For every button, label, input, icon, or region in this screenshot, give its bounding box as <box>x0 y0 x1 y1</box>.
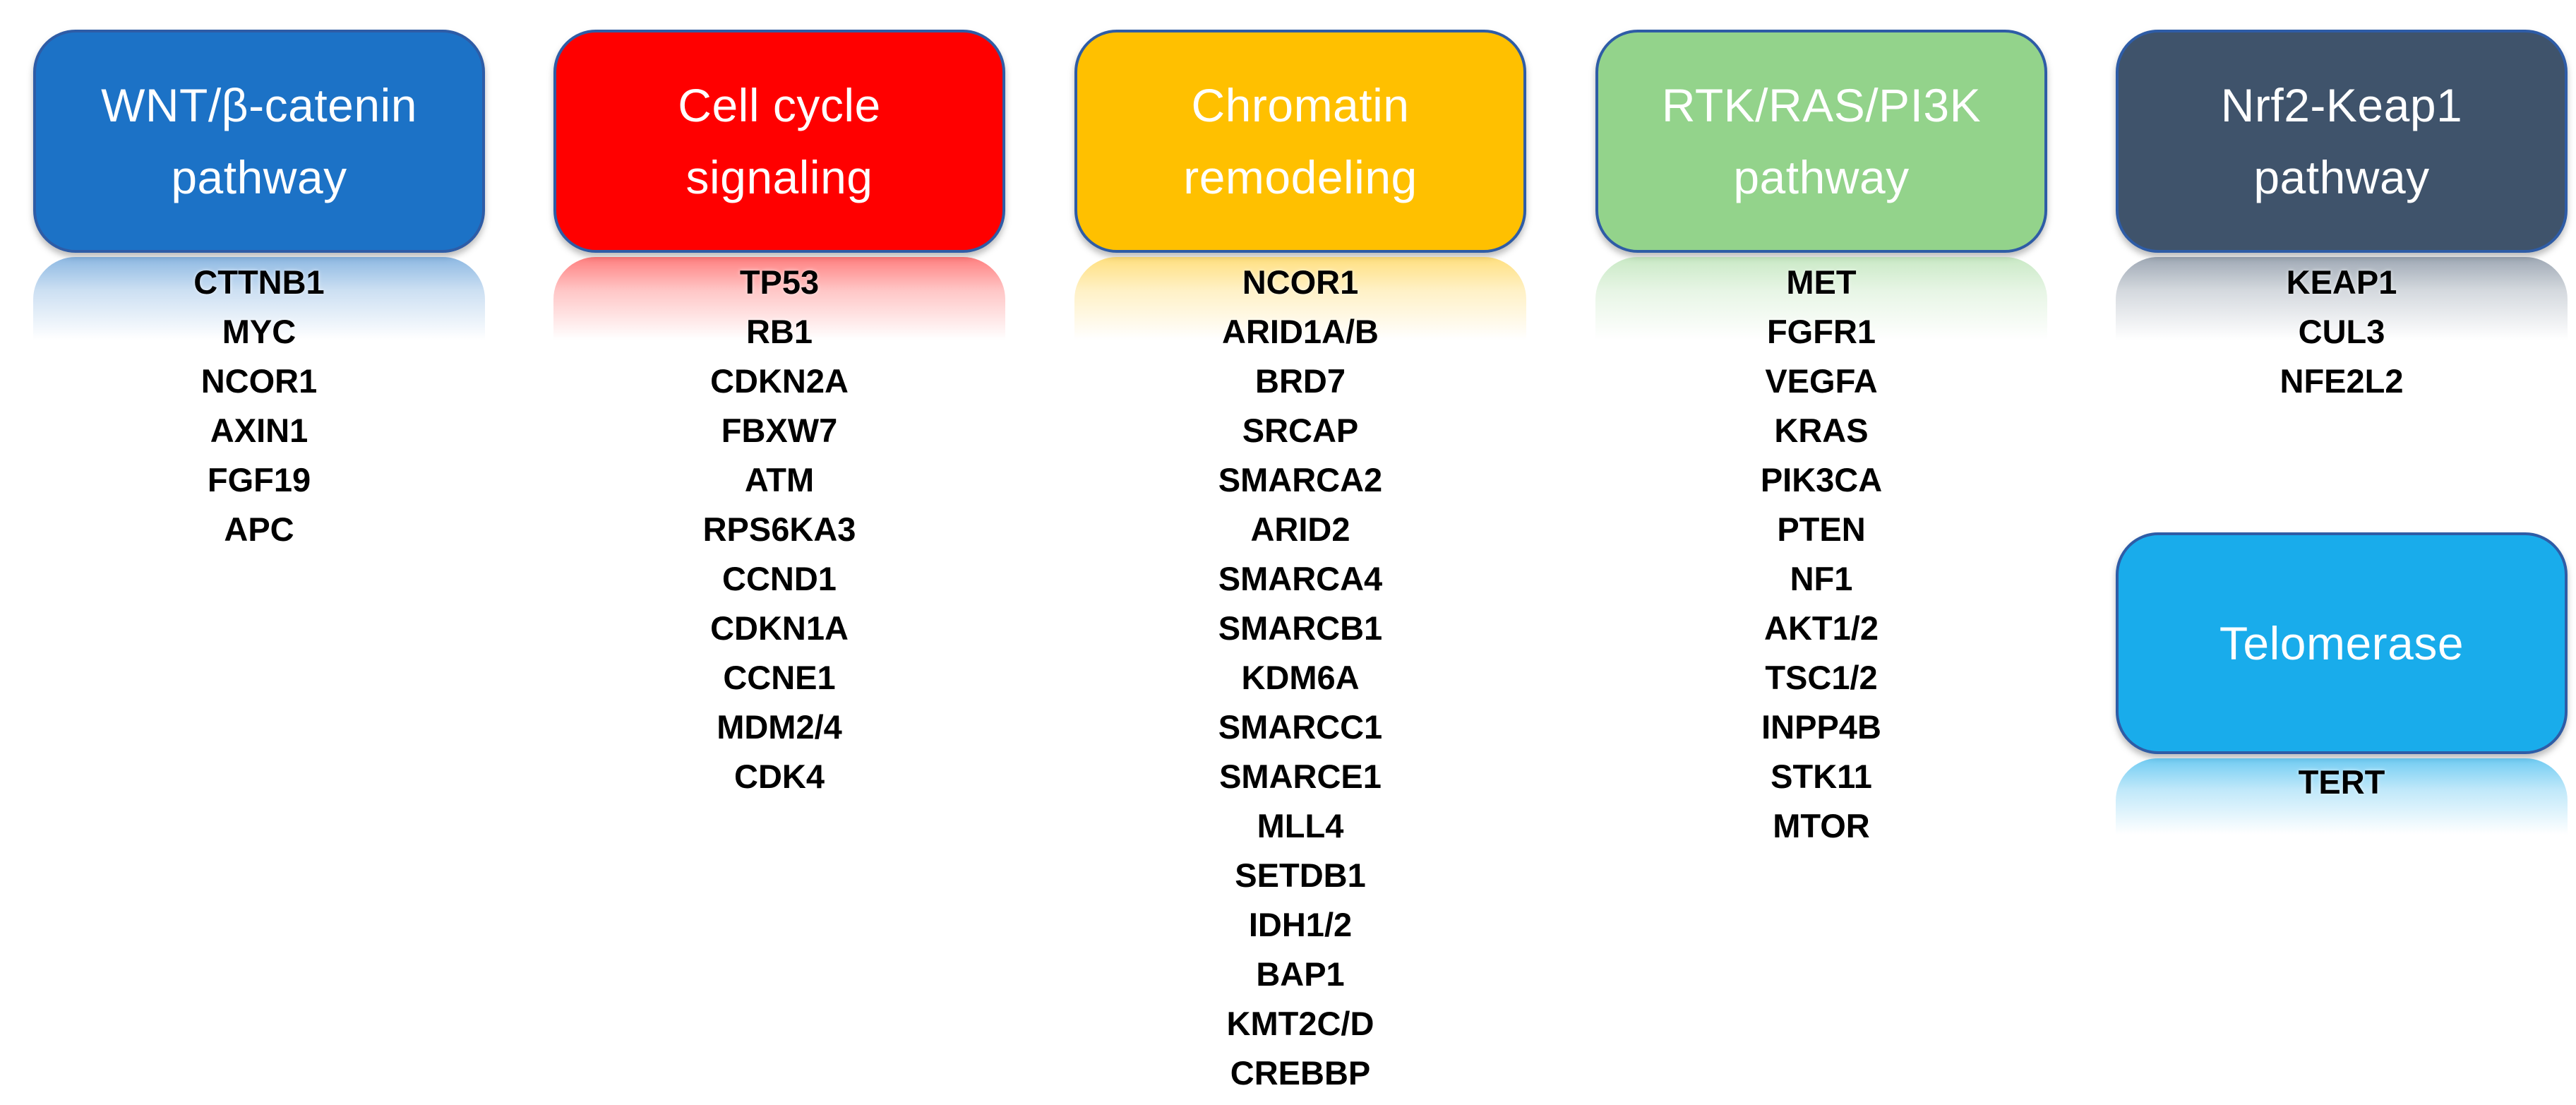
gene-label: KMT2C/D <box>1226 1005 1374 1042</box>
pathway-5-box: Nrf2-Keap1 pathway <box>2116 30 2568 253</box>
gene-label: CREBBP <box>1230 1054 1371 1092</box>
gene-label: CCND1 <box>722 560 837 597</box>
gene-label: APC <box>224 510 294 548</box>
pathway-5-title: Nrf2-Keap1 pathway <box>2221 69 2463 213</box>
pathway-3-gene-list: NCOR1 ARID1A/B BRD7 SRCAP SMARCA2 ARID2 SMARCA… <box>1074 258 1526 1098</box>
gene-label: MYC <box>222 313 296 350</box>
pathway-1-box: WNT/β-catenin pathway <box>33 30 485 253</box>
gene-label: SMARCE1 <box>1219 758 1382 795</box>
gene-label: SMARCC1 <box>1218 708 1383 746</box>
pathway-1-title-line: pathway <box>171 151 347 203</box>
gene-label: AKT1/2 <box>1764 609 1879 647</box>
gene-label: NCOR1 <box>1242 263 1359 301</box>
gene-label: CDK4 <box>734 758 825 795</box>
gene-label: NF1 <box>1790 560 1853 597</box>
gene-label: ATM <box>744 461 815 498</box>
gene-label: SMARCA2 <box>1218 461 1383 498</box>
gene-label: BRD7 <box>1255 362 1346 400</box>
gene-label: CTTNB1 <box>193 263 325 301</box>
gene-label: FBXW7 <box>721 412 838 449</box>
pathway-5-gene-list: KEAP1 CUL3 NFE2L2 <box>2116 258 2568 406</box>
pathway-5-title-line: Nrf2-Keap1 <box>2220 79 2463 131</box>
gene-label: BAP1 <box>1256 955 1345 993</box>
pathway-column-2: Cell cycle signaling TP53 RB1 CDKN2A FBXW7 ATM… <box>553 30 1005 1105</box>
gene-label: CCNE1 <box>723 659 836 696</box>
pathway-5-sub-gene-list: TERT <box>2116 758 2568 807</box>
pathway-2-title: Cell cycle signaling <box>678 69 880 213</box>
gene-label: TERT <box>2298 763 2385 801</box>
pathway-2-title-line: Cell cycle <box>678 79 881 131</box>
gene-label: CDKN1A <box>710 609 849 647</box>
gene-label: INPP4B <box>1761 708 1881 746</box>
pathway-column-3: Chromatin remodeling NCOR1 ARID1A/B BRD7 SRCA… <box>1074 30 1526 1105</box>
gene-label: PTEN <box>1777 510 1866 548</box>
gene-label: MET <box>1786 263 1857 301</box>
pathway-3-title-line: remodeling <box>1183 151 1418 203</box>
gene-label: MTOR <box>1773 807 1870 844</box>
gene-label: MLL4 <box>1257 807 1344 844</box>
gene-label: NFE2L2 <box>2280 362 2404 400</box>
gene-label: AXIN1 <box>210 412 308 449</box>
pathway-4-title: RTK/RAS/PI3K pathway <box>1662 69 1981 213</box>
gene-label: FGF19 <box>207 461 311 498</box>
gene-label: CDKN2A <box>710 362 849 400</box>
pathway-5-sub-title-line: Telomerase <box>2219 617 2464 669</box>
pathway-column-1: WNT/β-catenin pathway CTTNB1 MYC NCOR1 AXIN1 F… <box>33 30 485 1105</box>
pathway-4-gene-list: MET FGFR1 VEGFA KRAS PIK3CA PTEN NF1 AKT1/2 TSC1… <box>1595 258 2047 851</box>
pathway-4-title-line: pathway <box>1733 151 1910 203</box>
gene-label: NCOR1 <box>200 362 318 400</box>
pathway-5-title-line: pathway <box>2253 151 2430 203</box>
gene-label: ARID1A/B <box>1222 313 1379 350</box>
pathway-4-title-line: RTK/RAS/PI3K <box>1661 79 1982 131</box>
gene-label: CUL3 <box>2298 313 2385 350</box>
gene-label: KRAS <box>1774 412 1869 449</box>
pathway-2-gene-list: TP53 RB1 CDKN2A FBXW7 ATM RPS6KA3 CCND1 CDKN1A C… <box>553 258 1005 801</box>
pathway-1-gene-list: CTTNB1 MYC NCOR1 AXIN1 FGF19 APC <box>33 258 485 554</box>
gene-label: PIK3CA <box>1760 461 1883 498</box>
pathway-2-title-line: signaling <box>685 151 873 203</box>
gene-label: TP53 <box>739 263 820 301</box>
pathway-5-sub-title: Telomerase <box>2219 607 2464 679</box>
gene-label: SMARCB1 <box>1218 609 1383 647</box>
pathway-3-title-line: Chromatin <box>1191 79 1410 131</box>
pathway-1-title: WNT/β-catenin pathway <box>101 69 417 213</box>
gene-label: RPS6KA3 <box>702 510 856 548</box>
gene-label: KEAP1 <box>2286 263 2397 301</box>
pathway-3-box: Chromatin remodeling <box>1074 30 1526 253</box>
pathway-column-5: Nrf2-Keap1 pathway KEAP1 CUL3 NFE2L2 Telomera… <box>2116 30 2568 1105</box>
gene-label: FGFR1 <box>1766 313 1876 350</box>
pathway-3-title: Chromatin remodeling <box>1183 69 1418 213</box>
gene-label: SRCAP <box>1242 412 1359 449</box>
gene-label: IDH1/2 <box>1248 906 1353 943</box>
gene-label: MDM2/4 <box>717 708 842 746</box>
pathway-1-title-line: WNT/β-catenin <box>101 79 417 131</box>
pathway-4-box: RTK/RAS/PI3K pathway <box>1595 30 2047 253</box>
pathway-2-box: Cell cycle signaling <box>553 30 1005 253</box>
gene-label: VEGFA <box>1765 362 1878 400</box>
gene-label: TSC1/2 <box>1765 659 1878 696</box>
gene-label: RB1 <box>745 313 813 350</box>
gene-label: STK11 <box>1771 758 1872 795</box>
pathway-column-4: RTK/RAS/PI3K pathway MET FGFR1 VEGFA KRAS PIK3… <box>1595 30 2047 1105</box>
pathway-5-sub-box: Telomerase <box>2116 532 2568 754</box>
gene-label: SETDB1 <box>1235 856 1366 894</box>
gene-label: ARID2 <box>1250 510 1350 548</box>
gene-label: SMARCA4 <box>1218 560 1383 597</box>
gene-label: KDM6A <box>1241 659 1360 696</box>
